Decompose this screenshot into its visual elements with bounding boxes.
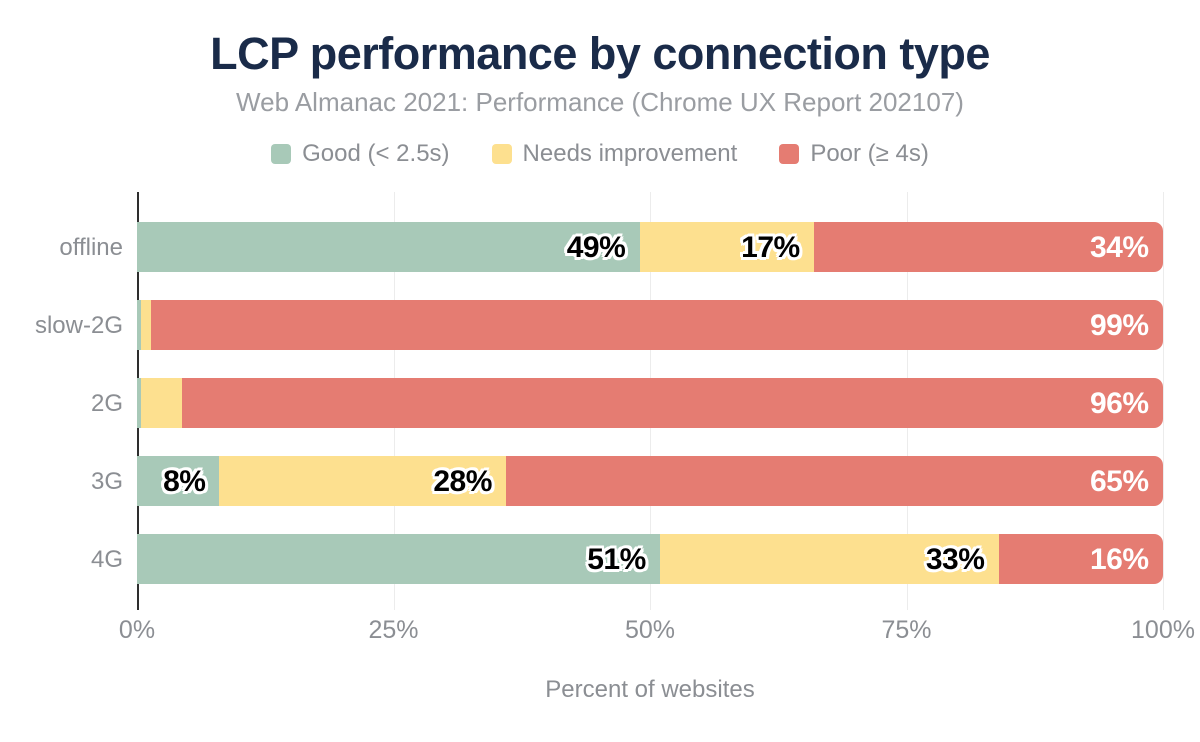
legend-label: Good (< 2.5s) — [302, 140, 450, 167]
bar-row-slow-2G: 0%1%99% — [137, 300, 1163, 350]
bar-segment-slow-2G-0 — [137, 300, 141, 350]
bar-segment-offline-0 — [137, 222, 640, 272]
bar-value-label: 34% — [1090, 231, 1149, 264]
bar-value-label: 16% — [1090, 543, 1149, 576]
legend-item-2: Poor (≥ 4s) — [779, 140, 929, 168]
x-axis-tick: 100% — [1131, 616, 1195, 644]
bar-row-3G: 8% 28% 65% — [137, 456, 1163, 506]
plot-area: 49% 17% 34% 0%1%99% 0%4%96% 8% 28% 65% 51% 33% 16% — [137, 192, 1164, 610]
legend-swatch-icon — [271, 144, 292, 164]
legend-label: Needs improvement — [522, 140, 738, 167]
bar-row-offline: 49% 17% 34% — [137, 222, 1163, 272]
bar-segment-4G-0 — [137, 534, 661, 584]
y-axis-label-slow-2G: slow-2G — [34, 312, 123, 339]
bar-value-label: 17% — [741, 231, 800, 264]
bar-row-4G: 51% 33% 16% — [137, 534, 1163, 584]
bar-segment-slow-2G-2 — [150, 300, 1163, 350]
x-axis-tick: 50% — [624, 616, 676, 644]
x-axis-title: Percent of websites — [545, 676, 755, 703]
chart-title: LCP performance by connection type — [210, 28, 990, 79]
bar-value-label: 8% — [163, 465, 206, 498]
bar-segment-slow-2G-1 — [140, 300, 151, 350]
y-axis-label-3G: 3G — [90, 468, 123, 495]
bar-value-label: 49% — [566, 231, 626, 264]
bar-segment-4G-2 — [998, 534, 1163, 584]
legend-swatch-icon — [779, 144, 800, 164]
bar-value-label: 96% — [1090, 387, 1149, 420]
legend-swatch-icon — [491, 144, 512, 164]
bar-segment-2G-1 — [140, 378, 182, 428]
bar-segment-3G-0 — [137, 456, 220, 506]
x-axis-tick: 75% — [881, 616, 932, 644]
bar-segment-offline-2 — [814, 222, 1163, 272]
bar-segment-3G-1 — [219, 456, 507, 506]
y-axis-label-2G: 2G — [90, 390, 123, 417]
bar-segment-4G-1 — [660, 534, 999, 584]
bar-segment-3G-2 — [506, 456, 1163, 506]
bar-segment-offline-1 — [639, 222, 815, 272]
bar-value-label: 28% — [433, 465, 492, 498]
legend-item-1: Needs improvement — [491, 140, 738, 168]
bar-value-label: 99% — [1090, 309, 1149, 342]
chart-subtitle: Web Almanac 2021: Performance (Chrome UX… — [236, 87, 964, 117]
x-axis-tick: 25% — [368, 616, 419, 644]
legend-label: Poor (≥ 4s) — [810, 140, 929, 167]
x-axis-ticks: 0% 25% 50% 75% 100% — [119, 616, 1195, 646]
y-axis-label-offline: offline — [59, 234, 123, 261]
bar-value-label: 65% — [1090, 465, 1149, 498]
x-axis-tick: 0% — [118, 616, 156, 644]
legend: Good (< 2.5s) Needs improvement Poor (≥ 4s… — [0, 140, 1200, 168]
bar-row-2G: 0%4%96% — [137, 378, 1163, 428]
bar-value-label: 51% — [587, 543, 646, 576]
bar-segment-2G-0 — [137, 378, 141, 428]
gridline — [1163, 192, 1164, 610]
bar-value-label: 33% — [925, 543, 985, 576]
legend-item-0: Good (< 2.5s) — [271, 140, 450, 168]
bar-segment-2G-2 — [181, 378, 1163, 428]
y-axis-labels: offline slow-2G 2G 3G 4G — [0, 192, 123, 610]
y-axis-label-4G: 4G — [90, 546, 123, 573]
